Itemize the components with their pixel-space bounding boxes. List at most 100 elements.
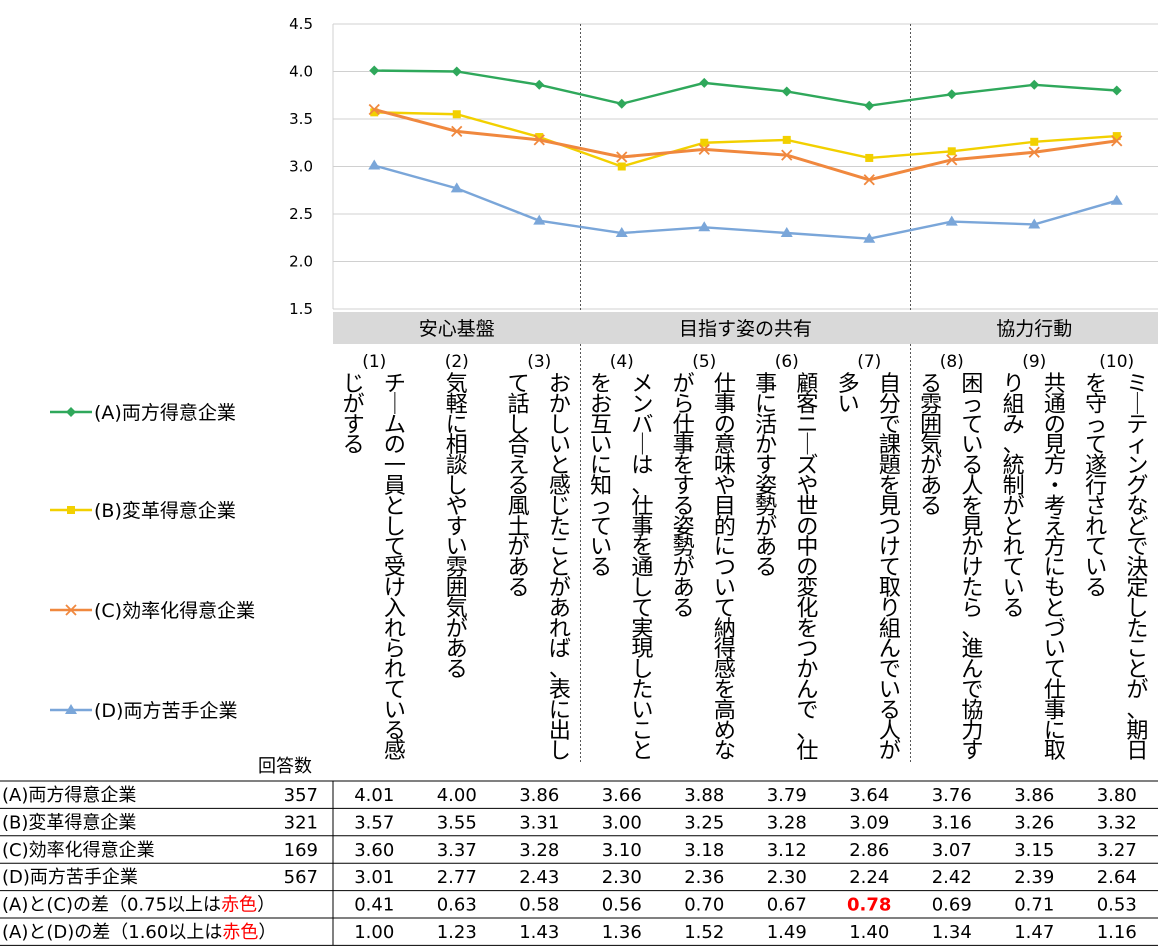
legend-marker <box>67 506 75 514</box>
table-cell: 3.88 <box>684 785 724 806</box>
table-cell: 2.36 <box>684 867 724 888</box>
table-cell: 3.55 <box>437 812 477 833</box>
table-cell: 3.10 <box>602 840 642 861</box>
data-point <box>1029 79 1040 90</box>
table-cell: 0.63 <box>437 895 477 916</box>
data-point <box>451 66 462 77</box>
table-cell: 1.00 <box>354 922 394 943</box>
category-label-column: を守って遂行されている <box>1085 372 1107 601</box>
table-cell: 3.86 <box>519 785 559 806</box>
table-cell: 1.34 <box>932 922 972 943</box>
category-label-column: 気軽に相談しやすい雰囲気がある <box>446 372 468 683</box>
data-point <box>533 134 545 146</box>
data-point <box>370 108 379 117</box>
category-number: (3) <box>527 352 551 372</box>
data-point <box>947 147 956 156</box>
series-line <box>374 111 1117 168</box>
series-1 <box>369 65 1122 111</box>
group-label: 安心基盤 <box>419 318 495 340</box>
table-cell: 3.07 <box>932 840 972 861</box>
legend-marker <box>65 704 77 714</box>
table-cell: 3.66 <box>602 785 642 806</box>
table-cell: 2.42 <box>932 867 972 888</box>
table-cell: 3.00 <box>602 812 642 833</box>
category-label-column: 顧客ニ｜ズや世の中の変化をつかんで、仕 <box>796 372 818 764</box>
data-point <box>698 143 710 156</box>
table-cell: 4.00 <box>437 785 477 806</box>
table-cell: 2.86 <box>849 840 889 861</box>
table-cell: 1.47 <box>1014 922 1054 943</box>
table-cell: 3.12 <box>767 840 807 861</box>
table-cell: 3.86 <box>1014 785 1054 806</box>
data-point <box>699 77 710 88</box>
series-3 <box>368 103 1123 186</box>
y-tick-label: 4.0 <box>289 63 313 81</box>
table-row: (A)両方得意企業 357 4.01 4.00 3.86 3.66 3.88 3.79 3.64… <box>2 785 1137 806</box>
category-label-column: じがする <box>343 372 365 458</box>
group-header-band <box>333 312 1158 344</box>
row-count: 321 <box>284 812 318 833</box>
table-cell: 3.15 <box>1014 840 1054 861</box>
table-cell: 2.39 <box>1014 867 1054 888</box>
table-cell: 0.67 <box>767 895 807 916</box>
table-cell: 3.18 <box>684 840 724 861</box>
data-point <box>1028 146 1040 158</box>
y-tick-label: 2.0 <box>289 253 313 271</box>
data-point <box>863 174 875 186</box>
table-cell: 3.37 <box>437 840 477 861</box>
table-cell: 2.30 <box>602 867 642 888</box>
table-cell: 0.69 <box>932 895 972 916</box>
category-number: (8) <box>940 352 964 372</box>
category-label-column: ミ｜ティングなどで決定したことが、期日 <box>1126 372 1148 764</box>
data-point <box>1028 218 1041 229</box>
legend-marker <box>66 407 76 417</box>
legend-label: (D)両方苦手企業 <box>94 700 237 722</box>
table-cell: 1.52 <box>684 922 724 943</box>
data-point <box>781 86 792 97</box>
category-label-column: 共通の見方・考え方にもとづいて仕事に取 <box>1044 372 1066 764</box>
table-cell: 3.79 <box>767 785 807 806</box>
data-point <box>368 159 381 170</box>
category-label-column: がら仕事をする姿勢がある <box>673 372 695 621</box>
y-tick-label: 4.5 <box>289 15 313 33</box>
category-label-column: 事に活かす姿勢がある <box>755 372 777 581</box>
row-label: (B)変革得意企業 <box>2 812 136 833</box>
series-4 <box>368 159 1123 243</box>
y-tick-label: 3.5 <box>289 110 313 128</box>
category-number: (6) <box>775 352 799 372</box>
data-point <box>865 153 874 162</box>
data-point <box>535 133 544 142</box>
table-cell: 4.01 <box>354 785 394 806</box>
table-cell: 3.64 <box>849 785 889 806</box>
data-point <box>1110 194 1123 205</box>
table-cell: 1.23 <box>437 922 477 943</box>
table-cell: 2.24 <box>849 867 889 888</box>
data-point <box>1111 85 1122 96</box>
row-label: (A)と(D)の差（1.60以上は赤色） <box>2 922 276 943</box>
table-cell: 1.36 <box>602 922 642 943</box>
data-point <box>780 227 793 237</box>
row-label: (C)効率化得意企業 <box>2 840 155 861</box>
category-number: (5) <box>692 352 716 372</box>
data-point <box>1112 132 1121 141</box>
table-cell: 3.25 <box>684 812 724 833</box>
table-cell: 3.31 <box>519 812 559 833</box>
y-tick-label: 1.5 <box>289 300 313 318</box>
table-row: (A)と(D)の差（1.60以上は赤色） 1.00 1.23 1.43 1.36 1.52… <box>2 922 1137 943</box>
table-cell: 2.77 <box>437 867 477 888</box>
y-tick-label: 3.0 <box>289 158 313 176</box>
table-cell: 0.53 <box>1097 895 1137 916</box>
series-line <box>373 108 1117 182</box>
table-cell: 0.70 <box>684 895 724 916</box>
table-row: (B)変革得意企業 321 3.57 3.55 3.31 3.00 3.25 3.28 3.09… <box>2 812 1137 833</box>
data-point <box>698 221 711 232</box>
table-cell: 1.16 <box>1097 922 1137 943</box>
category-number: (9) <box>1022 352 1046 372</box>
category-number: (4) <box>610 352 634 372</box>
table-cell: 2.43 <box>519 867 559 888</box>
row-label: (D)両方苦手企業 <box>2 867 138 888</box>
table-cell: 0.56 <box>602 895 642 916</box>
category-number: (10) <box>1099 352 1134 372</box>
data-point <box>1111 135 1123 147</box>
category-label-column: る雰囲気がある <box>920 372 942 519</box>
